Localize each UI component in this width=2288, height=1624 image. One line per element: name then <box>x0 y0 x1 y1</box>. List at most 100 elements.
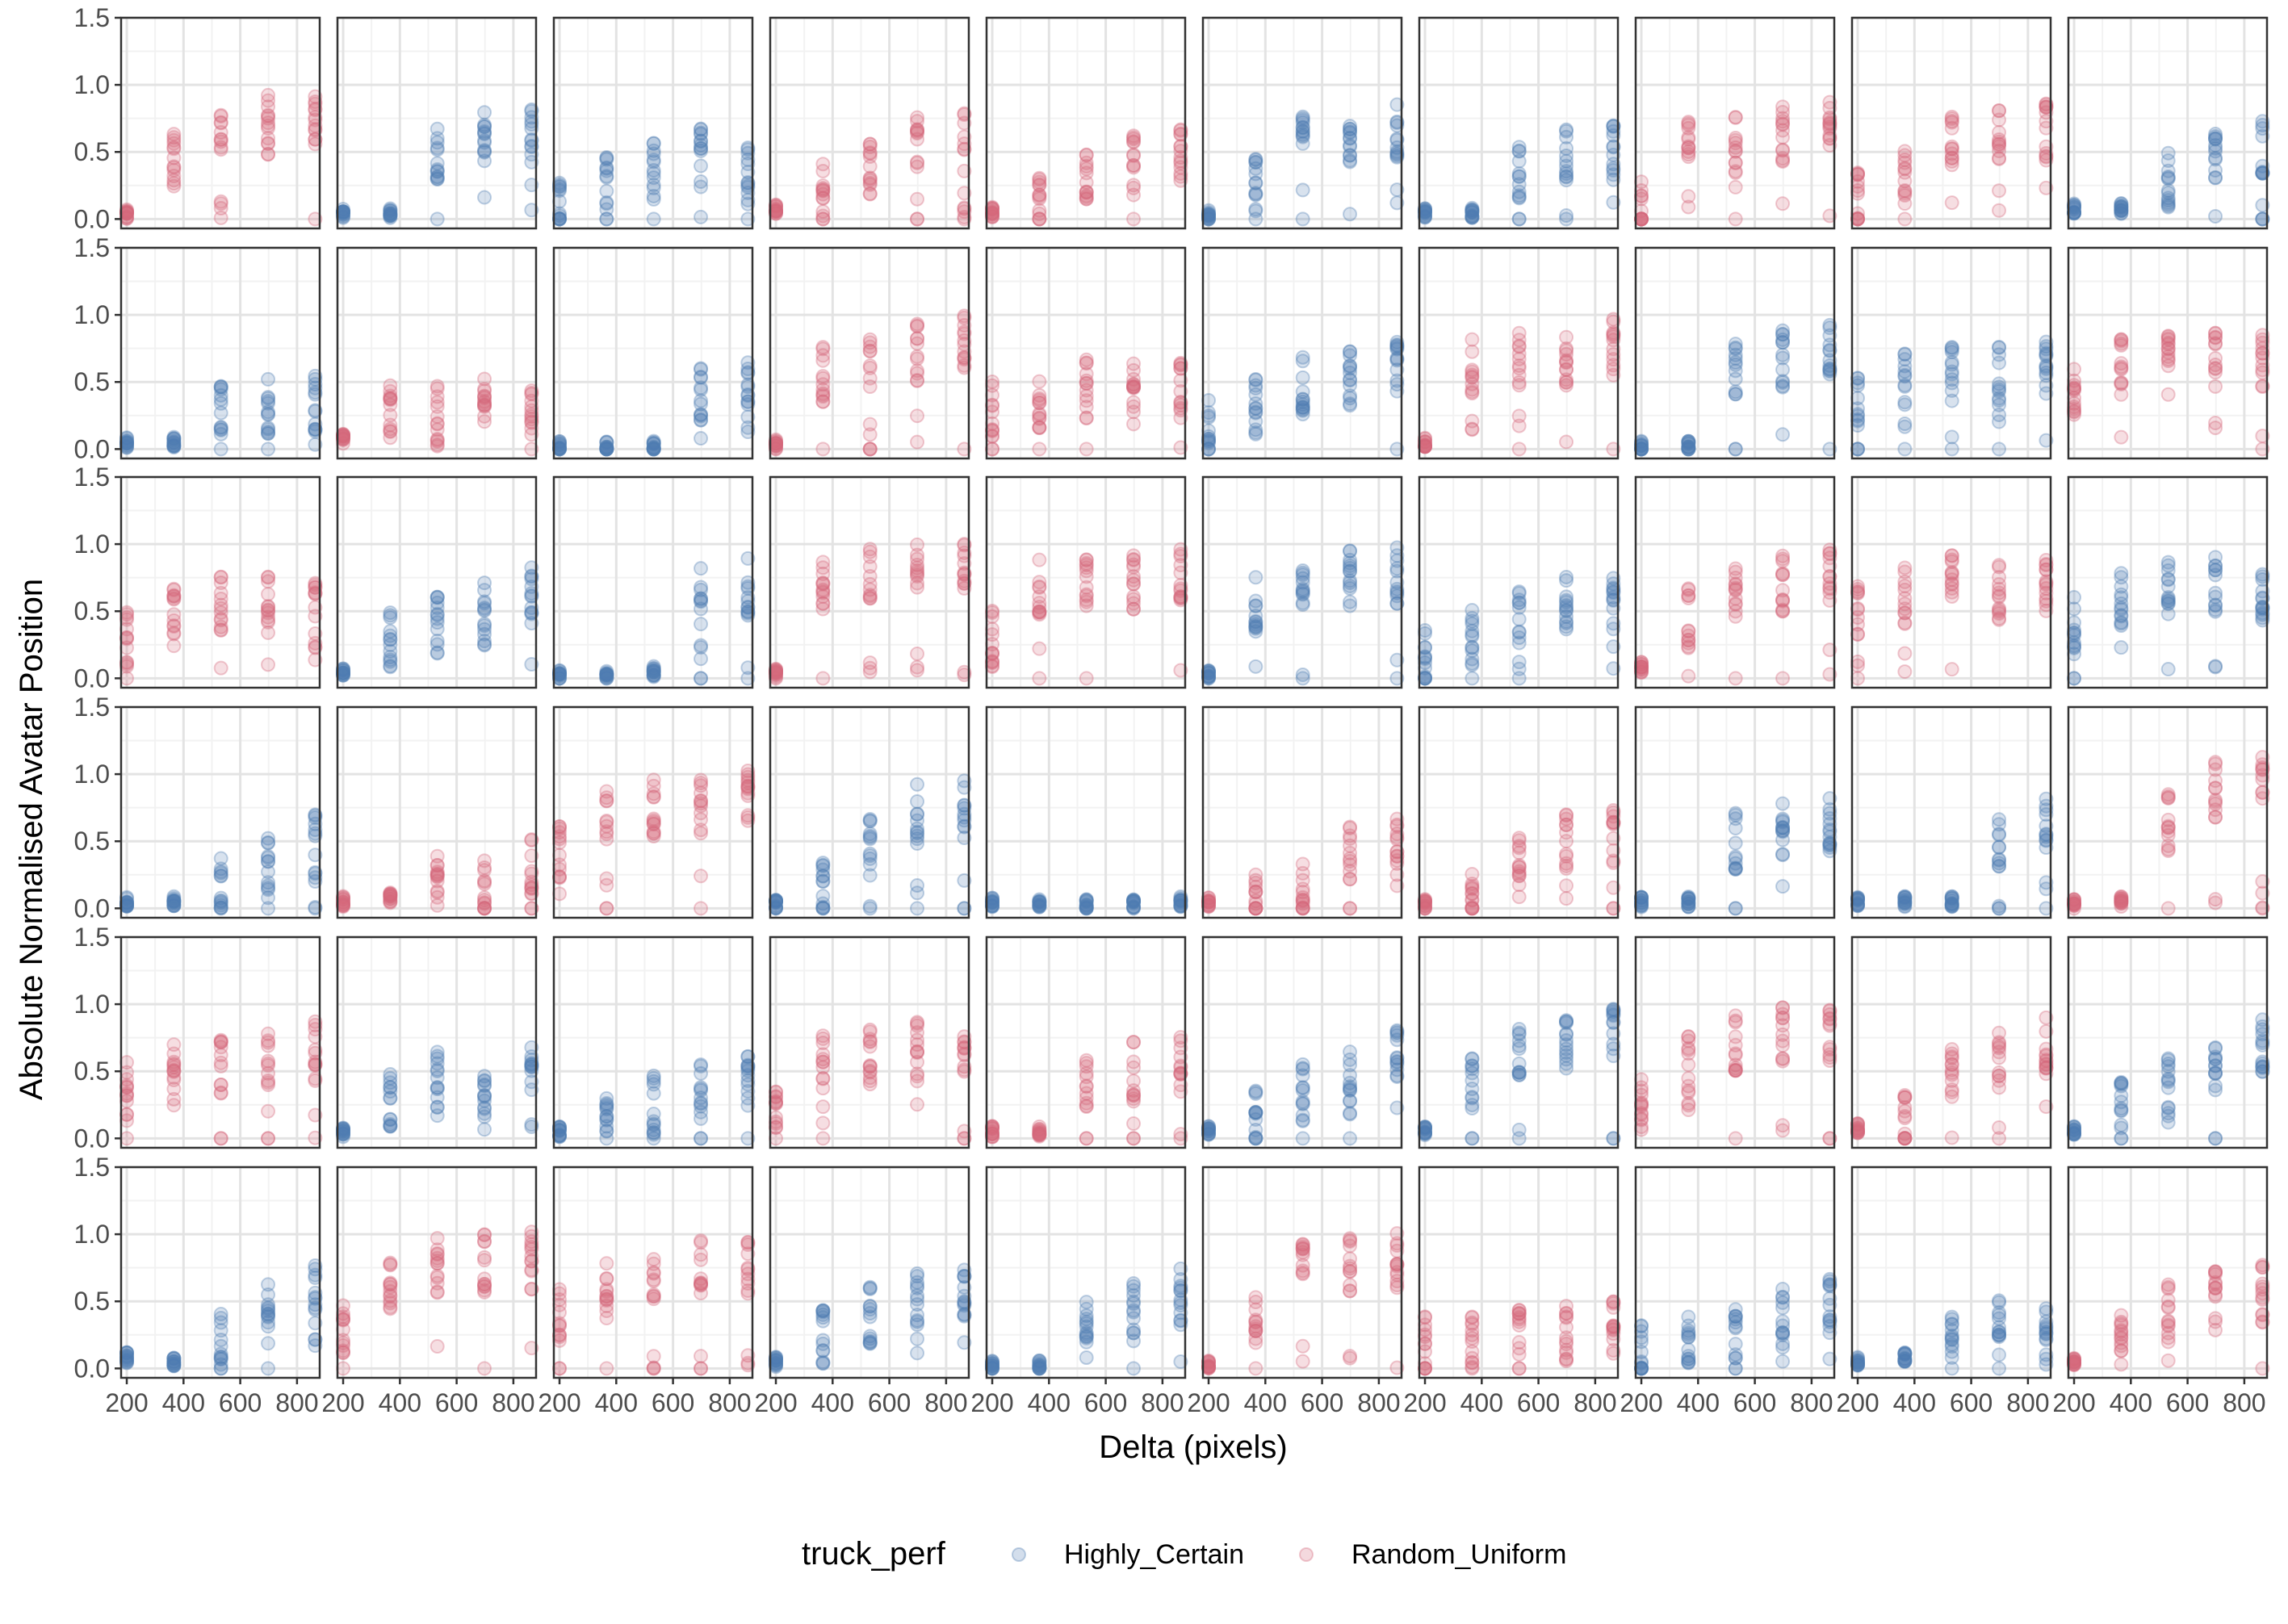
data-point <box>215 1087 228 1100</box>
data-point <box>2114 388 2127 401</box>
data-point <box>1297 585 1310 598</box>
facet-panel <box>1418 18 1620 228</box>
data-point <box>1729 837 1742 850</box>
data-point <box>694 383 707 396</box>
x-tick-label: 200 <box>321 1388 364 1417</box>
data-point <box>2162 663 2175 676</box>
data-point <box>1729 157 1742 170</box>
data-point <box>262 1337 274 1350</box>
data-point <box>2209 797 2222 810</box>
data-point <box>1851 168 1864 181</box>
data-point <box>167 160 180 173</box>
data-point <box>864 160 877 173</box>
data-point <box>1297 212 1310 225</box>
data-point <box>647 1362 660 1375</box>
data-point <box>694 1248 707 1261</box>
data-point <box>431 212 444 225</box>
data-point <box>431 850 444 863</box>
data-point <box>694 652 707 665</box>
data-point <box>1560 596 1573 609</box>
data-point <box>383 888 396 901</box>
data-point <box>1729 111 1742 124</box>
data-point <box>1418 1337 1431 1350</box>
data-point <box>816 1357 829 1370</box>
data-point <box>600 1110 613 1123</box>
data-point <box>1080 1303 1093 1316</box>
data-point <box>1993 840 2005 853</box>
data-point <box>647 137 660 150</box>
data-point <box>1682 200 1695 213</box>
data-point <box>478 410 491 423</box>
data-point <box>1080 564 1093 577</box>
facet-panel: 0.00.51.01.5 <box>74 463 322 693</box>
data-point <box>1851 628 1864 641</box>
data-point <box>2209 1132 2222 1145</box>
x-tick-label: 200 <box>1187 1388 1230 1417</box>
data-point <box>911 549 924 562</box>
data-point <box>911 353 924 366</box>
facet-panel <box>1851 18 2052 228</box>
data-point <box>478 125 491 138</box>
data-point <box>600 902 613 915</box>
data-point <box>1993 153 2005 165</box>
data-point <box>1513 212 1526 225</box>
data-point <box>1776 131 1789 144</box>
data-point <box>986 203 999 216</box>
data-point <box>337 899 350 912</box>
facet-panel <box>769 477 970 688</box>
data-point <box>1898 398 1911 411</box>
facet-panel <box>769 937 970 1148</box>
data-point <box>1343 902 1356 915</box>
data-point <box>1127 380 1140 393</box>
data-point <box>478 1074 491 1087</box>
data-point <box>1560 1049 1573 1062</box>
data-point <box>2114 1089 2127 1102</box>
data-point <box>694 1058 707 1071</box>
data-point <box>1465 881 1478 894</box>
data-point <box>816 1082 829 1095</box>
data-point <box>478 874 491 887</box>
data-point <box>1343 366 1356 379</box>
data-point <box>1033 601 1046 613</box>
data-point <box>1127 417 1140 430</box>
data-point <box>1729 902 1742 915</box>
data-point <box>694 1350 707 1362</box>
data-point <box>1127 212 1140 225</box>
data-point <box>1127 1362 1140 1375</box>
data-point <box>694 672 707 684</box>
data-point <box>1898 442 1911 455</box>
data-point <box>262 1105 274 1118</box>
data-point <box>1127 149 1140 162</box>
data-point <box>911 111 924 124</box>
data-point <box>167 128 180 140</box>
data-point <box>1127 1036 1140 1048</box>
facet-panel <box>986 248 1187 458</box>
data-point <box>553 1329 566 1341</box>
facet-panel <box>1635 248 1836 458</box>
data-point <box>478 902 491 915</box>
data-point <box>1682 435 1695 448</box>
data-point <box>1898 561 1911 574</box>
data-point <box>262 137 274 150</box>
data-point <box>1560 1028 1573 1040</box>
data-point <box>215 133 228 146</box>
data-point <box>1729 1132 1742 1145</box>
data-point <box>2162 902 2175 915</box>
data-point <box>215 1351 228 1364</box>
data-point <box>1033 554 1046 567</box>
data-point <box>911 132 924 145</box>
data-point <box>2209 210 2222 223</box>
data-point <box>2162 147 2175 160</box>
data-point <box>215 1036 228 1048</box>
data-point <box>337 667 350 680</box>
data-point <box>1729 1030 1742 1043</box>
data-point <box>1851 402 1864 415</box>
data-point <box>1127 405 1140 418</box>
data-point <box>1127 1289 1140 1302</box>
data-point <box>1898 584 1911 596</box>
data-point <box>167 177 180 190</box>
data-point <box>816 672 829 684</box>
facet-panel <box>2068 477 2269 688</box>
data-point <box>120 608 133 621</box>
data-point <box>911 795 924 808</box>
